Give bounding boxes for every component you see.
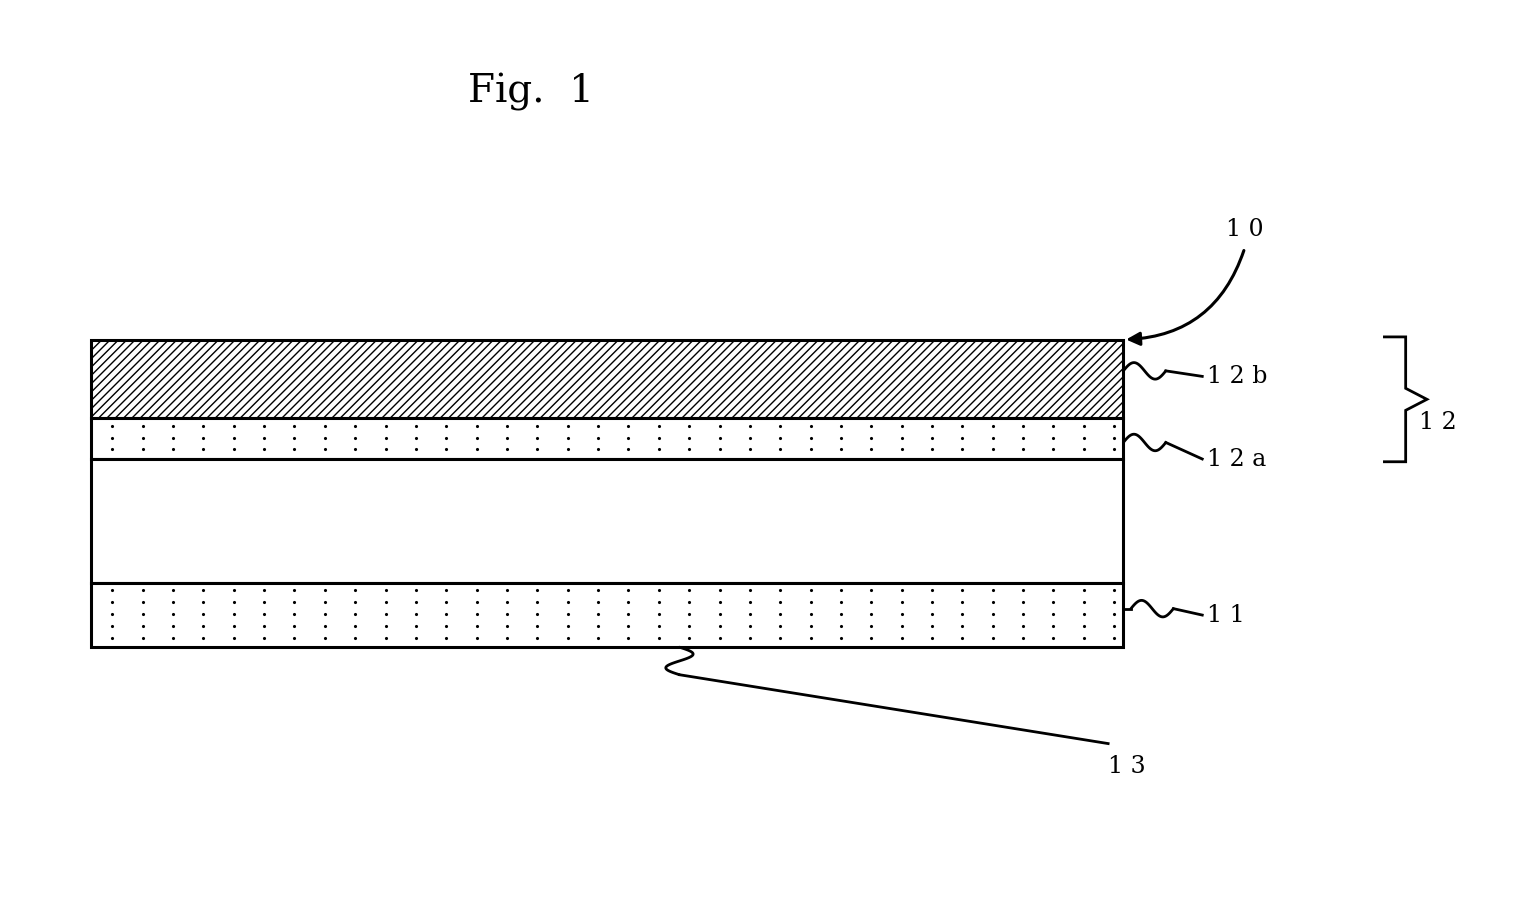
Text: 1 2 a: 1 2 a (1207, 447, 1266, 471)
Bar (91, 583, 1123, 647)
Bar (91, 459, 1123, 583)
Text: 1 2: 1 2 (1419, 410, 1457, 434)
Text: 1 3: 1 3 (1108, 755, 1146, 778)
Text: Fig.  1: Fig. 1 (469, 73, 594, 111)
FancyArrowPatch shape (1129, 251, 1243, 344)
Text: 1 2 b: 1 2 b (1207, 364, 1268, 388)
Bar (91, 418, 1123, 459)
Bar (91, 340, 1123, 418)
Text: 1 1: 1 1 (1207, 603, 1245, 627)
Text: 1 0: 1 0 (1227, 218, 1263, 241)
